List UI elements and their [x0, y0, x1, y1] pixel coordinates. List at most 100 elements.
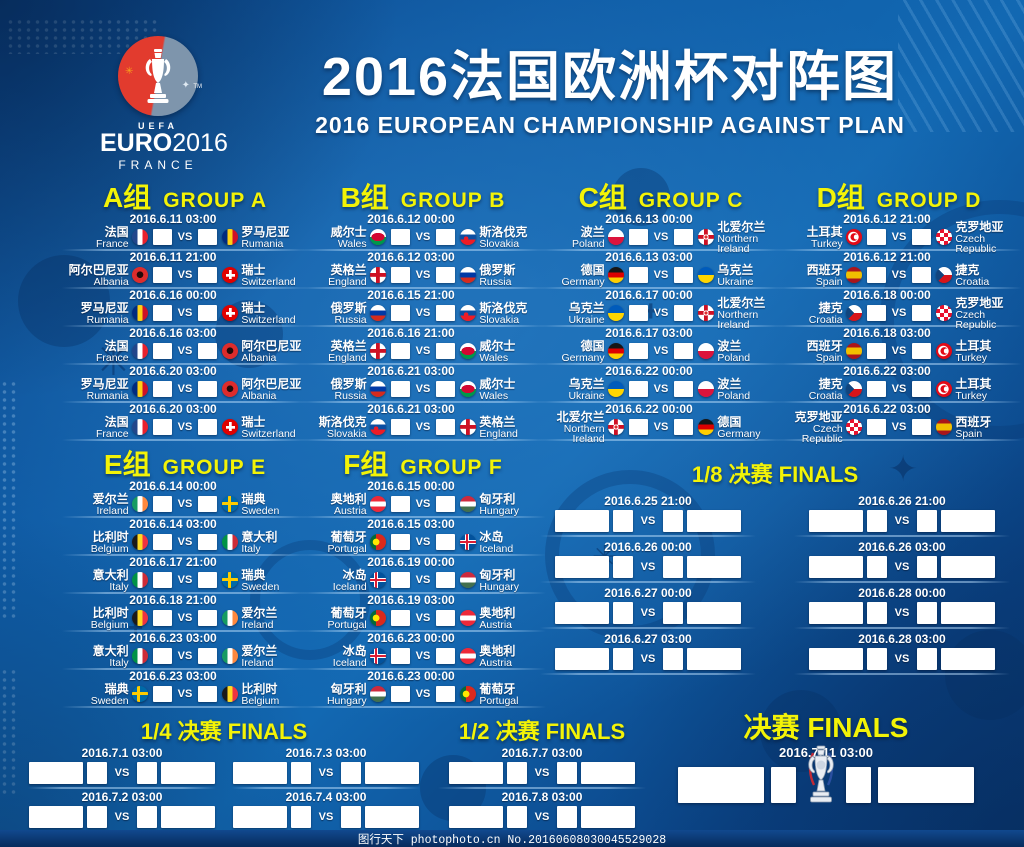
match-row: 2016.6.23 00:00 冰岛 Iceland VS 奥地利 Austria	[300, 632, 546, 670]
flag-austria-icon	[460, 648, 477, 664]
knockout-match: 2016.7.4 03:00 VS	[232, 790, 420, 833]
home-score-box	[390, 305, 410, 321]
home-score-box	[390, 419, 410, 435]
match-date: 2016.6.27 03:00	[604, 632, 692, 646]
divider	[232, 787, 420, 789]
vs-label: VS	[891, 231, 907, 243]
match-row: 2016.6.12 21:00 西班牙 Spain VS 捷克 Croatia	[776, 251, 1022, 289]
home-score-box	[866, 556, 887, 578]
knockout-match: 2016.6.26 00:00 VS	[540, 540, 756, 583]
away-score-box	[198, 343, 218, 359]
quarter-finals-section: 1/4 决赛 FINALS 2016.7.1 03:00 VS 2016.7.2 0…	[28, 719, 420, 834]
flag-sweden-icon	[222, 496, 239, 512]
logo-trophy-icon: ✳ ✦ TM	[118, 36, 202, 116]
home-score-box	[152, 267, 172, 283]
away-score-box	[674, 229, 694, 245]
away-team-name: 阿尔巴尼亚 Albania	[241, 338, 302, 364]
flag-ukraine-icon	[698, 267, 715, 283]
match-row: 2016.6.21 03:00 俄罗斯 Russia VS 威尔士 Wales	[300, 365, 546, 403]
home-score-box	[390, 534, 410, 550]
vs-label: VS	[415, 688, 431, 700]
home-score-box	[628, 229, 648, 245]
away-team-name: 奥地利 Austria	[479, 605, 516, 631]
flag-switzerland-icon	[222, 267, 239, 283]
match-row: 2016.6.22 00:00 北爱尔兰 Northern Ireland VS 德国 G…	[538, 403, 784, 444]
quarter-finals-title: 1/4 决赛 FINALS	[140, 719, 308, 744]
flag-slovakia-icon	[460, 305, 477, 321]
home-score-box	[866, 381, 886, 397]
away-score-box	[436, 419, 456, 435]
group-d-section: D组 GROUP D 2016.6.12 21:00 土耳其 Turkey VS 克罗地…	[776, 183, 1022, 444]
match-row: 2016.6.18 21:00 比利时 Belgium VS 爱尔兰 Ireland	[62, 594, 308, 632]
away-team-name: 冰岛 Iceland	[479, 529, 514, 555]
away-score-box	[198, 419, 218, 435]
match-row: 2016.6.11 03:00 法国 France VS 罗马尼亚 Rumania	[62, 213, 308, 251]
home-score-box	[152, 343, 172, 359]
divider	[540, 535, 756, 537]
home-score-box	[612, 648, 633, 670]
knockout-match: 2016.6.26 03:00 VS	[794, 540, 1010, 583]
home-team-box	[808, 510, 863, 532]
divider	[794, 581, 1010, 583]
divider	[540, 673, 756, 675]
round-of-16-right-column: 2016.6.26 21:00 VS 2016.6.26 03:00 VS 2016.6…	[794, 494, 1010, 678]
knockout-match: 2016.6.28 03:00 VS	[794, 632, 1010, 675]
home-team-box	[554, 648, 609, 670]
vs-label: VS	[640, 515, 656, 527]
away-score-box	[198, 305, 218, 321]
flag-czech-icon	[845, 305, 862, 321]
vs-label: VS	[415, 421, 431, 433]
flag-ukraine-icon	[607, 381, 624, 397]
home-team-name: 匈牙利 Hungary	[326, 681, 367, 707]
vs-label: VS	[177, 574, 193, 586]
away-team-name: 威尔士 Wales	[479, 338, 516, 364]
vs-label: VS	[891, 269, 907, 281]
match-row: 2016.6.16 21:00 英格兰 England VS 威尔士 Wales	[300, 327, 546, 365]
away-score-box	[198, 496, 218, 512]
match-row: 2016.6.17 00:00 乌克兰 Ukraine VS 北爱尔兰 Northern …	[538, 289, 784, 330]
match-row: 2016.6.15 21:00 俄罗斯 Russia VS 斯洛伐克 Slovakia	[300, 289, 546, 327]
semi-finals-title: 1/2 决赛 FINALS	[458, 719, 626, 744]
home-team-name: 法国 France	[95, 414, 129, 440]
match-row: 2016.6.23 03:00 瑞典 Sweden VS 比利时 Belgium	[62, 670, 308, 708]
home-team-name: 比利时 Belgium	[90, 605, 129, 631]
home-team-name: 意大利 Italy	[92, 643, 129, 669]
group-f-header: F组 GROUP F	[343, 449, 503, 480]
away-team-name: 意大利 Italy	[241, 529, 278, 555]
away-score-box	[436, 686, 456, 702]
away-team-box	[581, 762, 636, 784]
group-c-section: C组 GROUP C 2016.6.13 00:00 波兰 Poland VS 北爱尔兰…	[538, 183, 784, 444]
flag-croatia-icon	[936, 305, 953, 321]
match-date: 2016.6.28 00:00	[858, 586, 946, 600]
vs-label: VS	[894, 561, 910, 573]
home-score-box	[866, 648, 887, 670]
vs-label: VS	[177, 536, 193, 548]
away-score-box	[912, 305, 932, 321]
flag-wales-icon	[460, 381, 477, 397]
away-team-box	[161, 806, 216, 828]
match-row: 2016.6.12 03:00 英格兰 England VS 俄罗斯 Russia	[300, 251, 546, 289]
away-team-box	[941, 602, 996, 624]
flag-poland-icon	[698, 381, 715, 397]
home-score-box	[152, 610, 172, 626]
home-team-name: 西班牙 Spain	[806, 262, 843, 288]
flag-slovakia-icon	[369, 419, 386, 435]
final-match	[652, 745, 1000, 803]
flag-france-icon	[131, 229, 148, 245]
match-row: 2016.6.23 03:00 意大利 Italy VS 爱尔兰 Ireland	[62, 632, 308, 670]
home-score-box	[866, 602, 887, 624]
match-row: 2016.6.20 03:00 罗马尼亚 Rumania VS 阿尔巴尼亚 Albania	[62, 365, 308, 403]
vs-label: VS	[177, 612, 193, 624]
flag-nireland-icon	[698, 229, 715, 245]
away-score-box	[663, 510, 684, 532]
home-team-name: 波兰 Poland	[571, 224, 605, 250]
home-score-box	[390, 686, 410, 702]
round-of-16-title: 1/8 决赛 FINALS	[691, 462, 859, 487]
vs-label: VS	[653, 345, 669, 357]
away-team-name: 瑞士 Switzerland	[241, 300, 296, 326]
flag-ireland-icon	[222, 648, 239, 664]
flag-belgium-icon	[131, 610, 148, 626]
away-team-box	[687, 602, 742, 624]
match-row: 2016.6.20 03:00 法国 France VS 瑞士 Switzerland	[62, 403, 308, 441]
flag-poland-icon	[698, 343, 715, 359]
